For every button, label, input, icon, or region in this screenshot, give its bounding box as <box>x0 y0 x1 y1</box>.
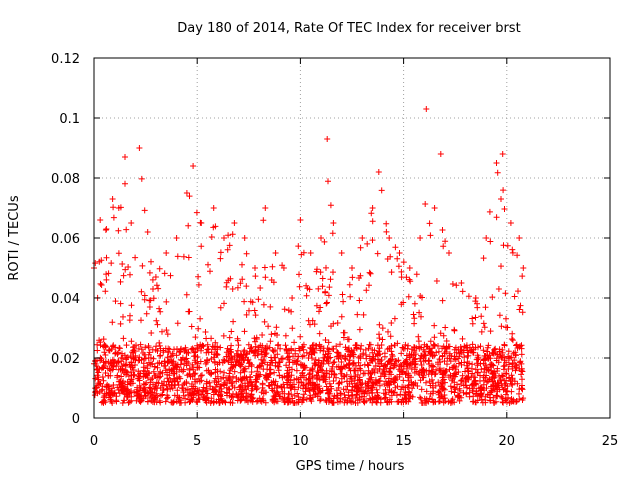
x-tick-label: 20 <box>499 434 516 449</box>
x-tick-label: 5 <box>193 434 201 449</box>
y-tick-label: 0 <box>72 412 80 427</box>
x-tick-label: 15 <box>395 434 412 449</box>
y-tick-label: 0.02 <box>51 352 80 367</box>
roti-markers <box>91 106 527 406</box>
chart-title: Day 180 of 2014, Rate Of TEC Index for r… <box>177 21 520 36</box>
y-tick-label: 0.1 <box>59 112 80 127</box>
y-axis-label: ROTI / TECUs <box>7 195 22 280</box>
y-tick-label: 0.06 <box>51 232 80 247</box>
x-axis-label: GPS time / hours <box>296 459 405 474</box>
y-tick-label: 0.12 <box>51 52 80 67</box>
x-tick-label: 0 <box>90 434 98 449</box>
x-tick-label: 10 <box>292 434 309 449</box>
x-tick-label: 25 <box>602 434 619 449</box>
data-points <box>91 106 527 406</box>
axis-ticks: 0 5 10 15 20 25 0 0.02 0.04 0.06 0.08 0.1 0.12 <box>51 52 618 449</box>
y-tick-label: 0.04 <box>51 292 80 307</box>
y-tick-label: 0.08 <box>51 172 80 187</box>
